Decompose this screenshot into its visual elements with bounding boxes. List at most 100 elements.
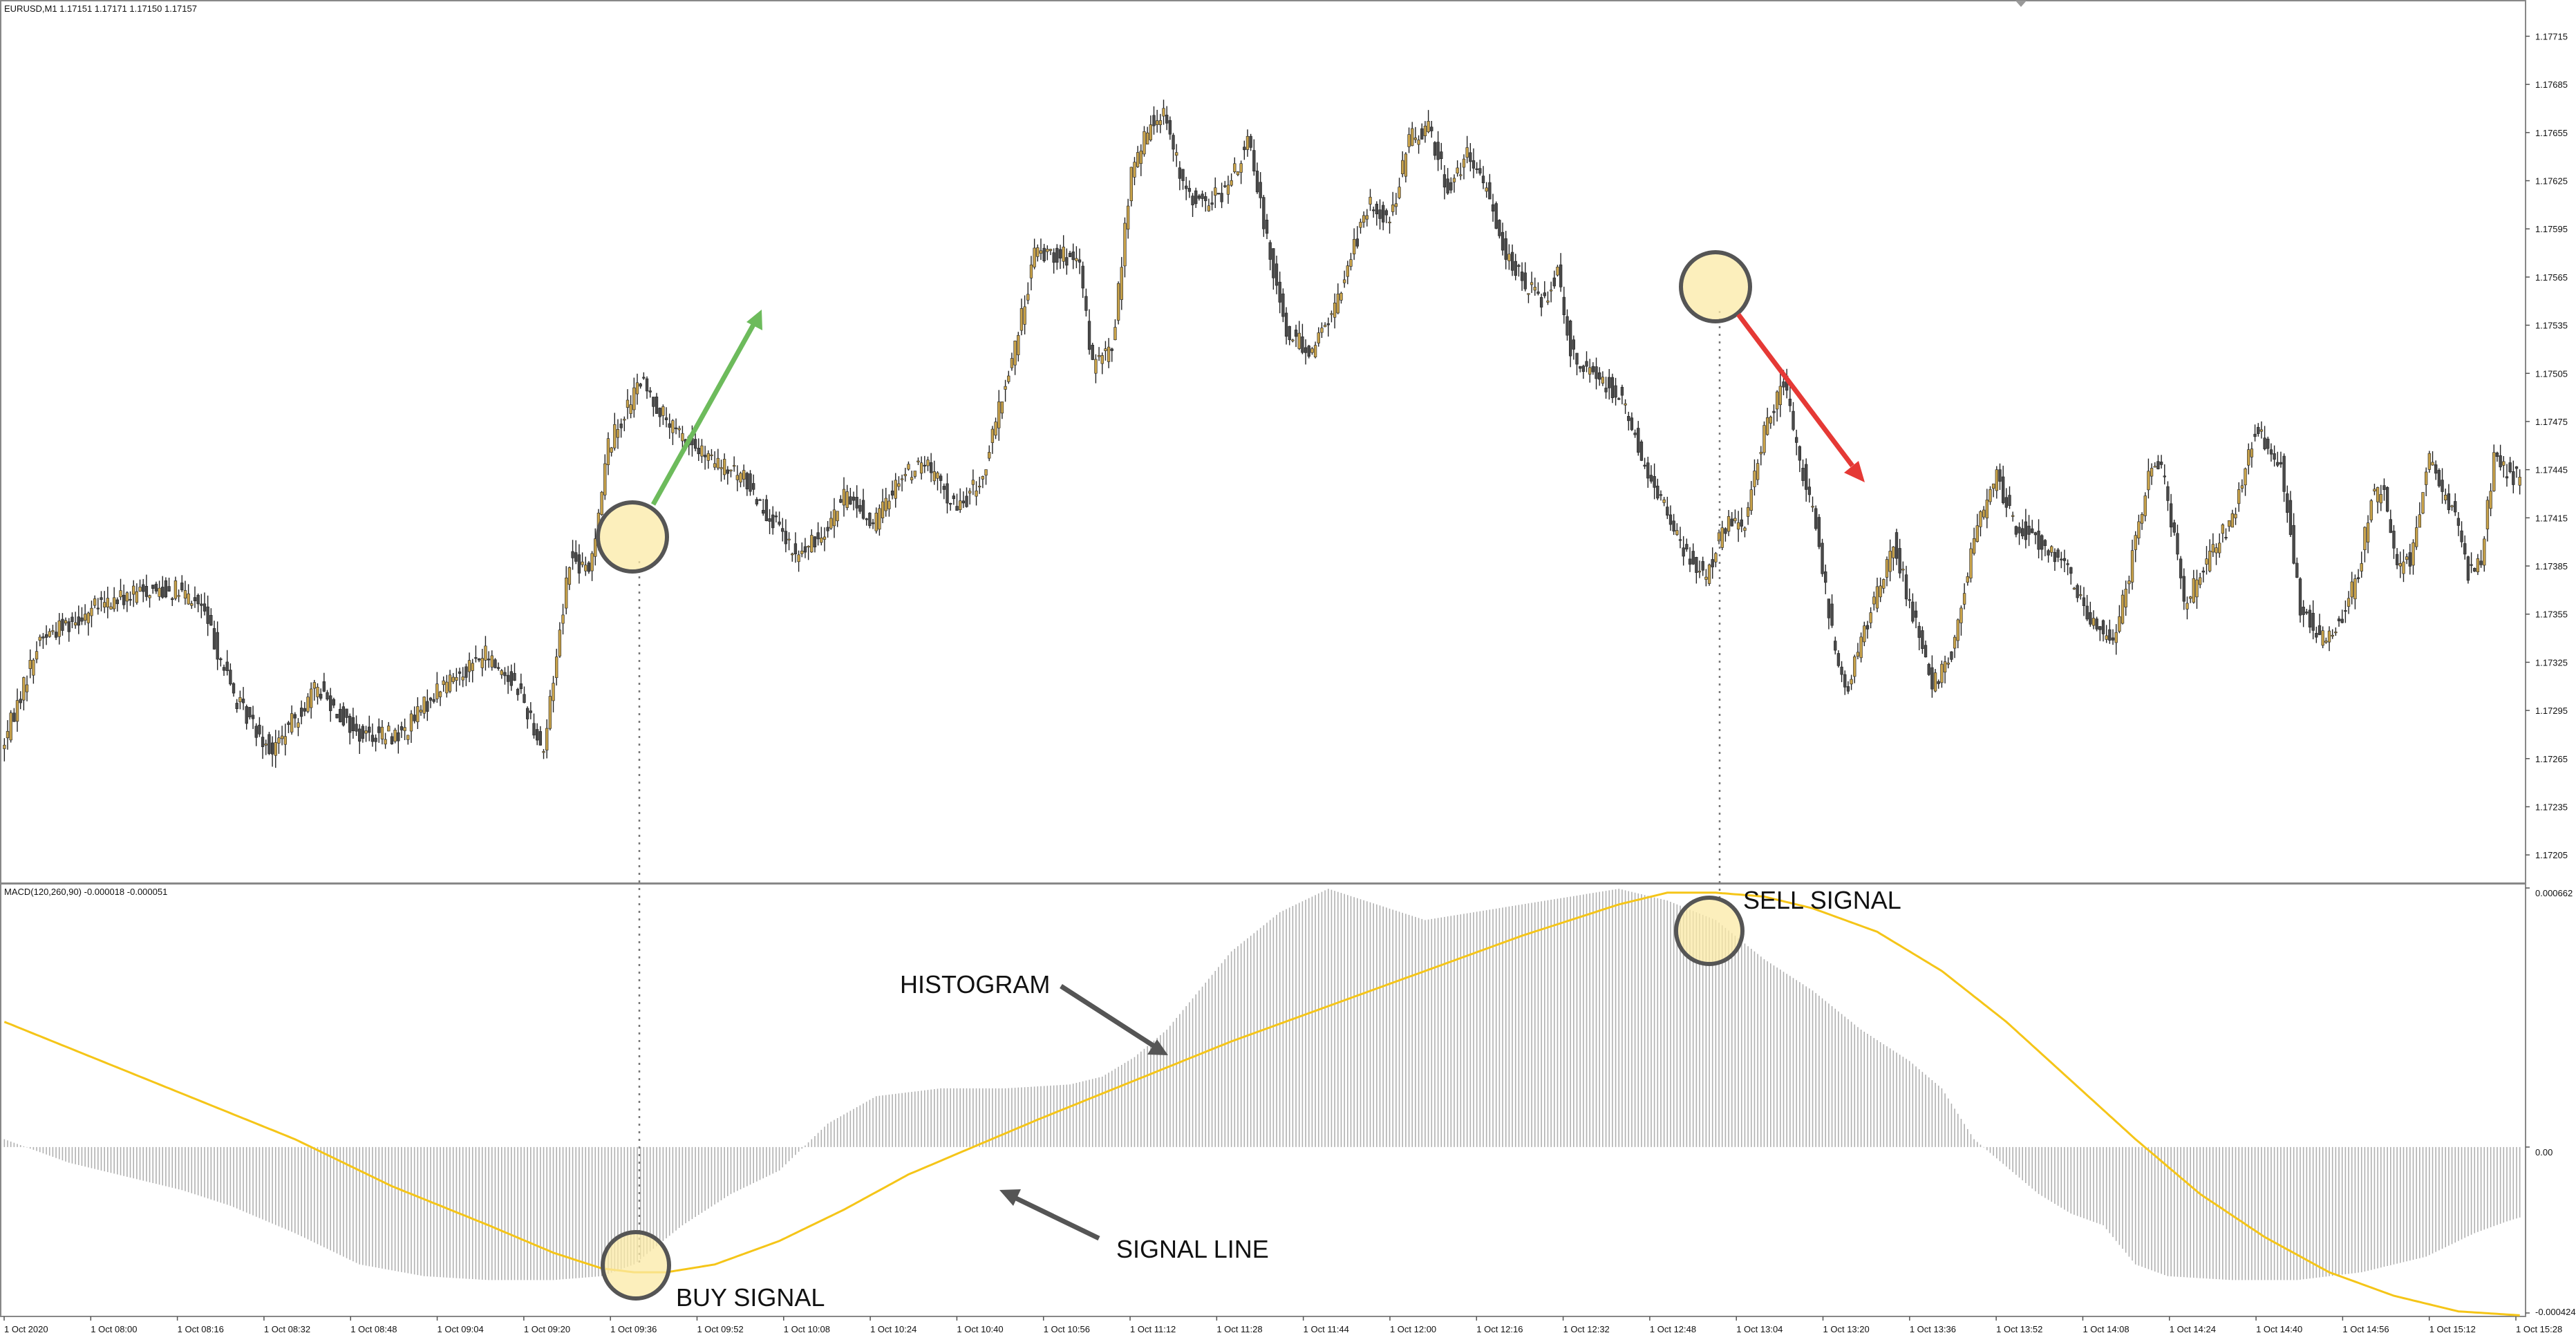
- candle-body: [2463, 543, 2467, 555]
- candle-body: [2286, 493, 2289, 513]
- candle-body: [267, 734, 271, 754]
- candle-body: [2150, 468, 2154, 477]
- candle-body: [988, 452, 991, 459]
- candle-body: [836, 511, 839, 522]
- time-tick-label: 1 Oct 08:32: [264, 1324, 310, 1334]
- candle-body: [1129, 167, 1133, 201]
- candle-body: [2062, 558, 2067, 561]
- candle-body: [164, 580, 168, 598]
- candle-body: [190, 603, 194, 606]
- candle-body: [878, 508, 881, 530]
- candle-body: [1252, 150, 1256, 171]
- candle-body: [722, 459, 726, 475]
- candle-body: [100, 597, 103, 601]
- candle-body: [1029, 264, 1033, 278]
- candle-body: [1333, 303, 1337, 318]
- candle-body: [1097, 355, 1101, 357]
- candle-body: [2295, 563, 2299, 578]
- candle-body: [946, 483, 949, 504]
- candle-body: [1914, 610, 1918, 618]
- candle-body: [451, 677, 455, 682]
- candle-body: [1843, 674, 1847, 688]
- candle-body: [2259, 429, 2264, 432]
- time-tick-label: 1 Oct 08:16: [178, 1324, 224, 1334]
- buy-arrow-icon: [650, 310, 762, 506]
- candle-body: [432, 699, 435, 702]
- candle-body: [1549, 290, 1553, 292]
- candle-body: [1175, 152, 1178, 156]
- candle-body: [565, 577, 568, 609]
- candle-body: [135, 591, 139, 603]
- candle-body: [1765, 417, 1769, 435]
- candle-body: [642, 377, 646, 379]
- candle-body: [1120, 267, 1123, 300]
- candle-body: [981, 475, 985, 480]
- candle-body: [1788, 399, 1792, 406]
- candle-body: [1562, 296, 1566, 315]
- candle-body: [571, 551, 574, 558]
- candle-body: [390, 736, 394, 744]
- candle-body: [1595, 366, 1598, 379]
- candle-body: [2495, 452, 2499, 457]
- candle-body: [632, 387, 636, 410]
- candle-body: [484, 645, 487, 661]
- candle-body: [2279, 462, 2283, 464]
- candle-body: [1359, 222, 1362, 228]
- price-panel-frame: [0, 0, 2526, 884]
- candle-body: [1226, 185, 1230, 195]
- candle-body: [1591, 366, 1595, 372]
- candle-body: [1659, 494, 1663, 496]
- scroll-marker-icon[interactable]: [2015, 1, 2027, 7]
- candle-body: [1962, 593, 1966, 605]
- price-tick-label: 1.17595: [2535, 224, 2568, 234]
- candle-body: [351, 717, 355, 731]
- candle-body: [44, 634, 48, 638]
- candle-body: [2373, 489, 2376, 492]
- candle-body: [1666, 507, 1669, 516]
- candle-body: [1046, 249, 1049, 252]
- candle-body: [2466, 556, 2470, 581]
- candle-body: [1940, 663, 1944, 683]
- candle-body: [1278, 281, 1281, 303]
- candle-body: [1772, 410, 1776, 413]
- candle-body: [2250, 448, 2254, 457]
- candle-body: [1885, 559, 1889, 578]
- candle-body: [1440, 151, 1443, 160]
- price-tick-label: 1.17355: [2535, 609, 2568, 620]
- candle-body: [890, 490, 894, 496]
- candle-body: [493, 659, 497, 668]
- candle-body: [474, 657, 478, 659]
- candle-body: [952, 495, 956, 500]
- candle-body: [923, 464, 926, 466]
- candle-body: [2040, 535, 2044, 550]
- candle-body: [1062, 247, 1065, 262]
- candle-body: [1811, 506, 1814, 508]
- candle-body: [1575, 352, 1579, 365]
- candle-body: [720, 467, 723, 469]
- candle-body: [1336, 294, 1339, 314]
- candle-body: [749, 473, 752, 492]
- candle-body: [1391, 205, 1395, 212]
- candle-body: [1782, 381, 1785, 388]
- candle-body: [1901, 569, 1905, 571]
- macd-y-axis: 0.000662 0.00 -0.000424: [2526, 887, 2576, 1317]
- time-tick-label: 1 Oct 12:16: [1476, 1324, 1523, 1334]
- candle-body: [480, 658, 484, 668]
- candle-body: [1859, 636, 1863, 659]
- candle-body: [1814, 508, 1818, 529]
- candle-body: [839, 499, 843, 503]
- candle-body: [884, 498, 887, 511]
- candle-body: [264, 744, 267, 746]
- candle-body: [975, 490, 978, 497]
- candle-body: [1639, 441, 1644, 461]
- candle-body: [2288, 500, 2293, 535]
- candle-body: [803, 546, 807, 553]
- candle-body: [1194, 190, 1198, 205]
- candle-body: [774, 516, 778, 518]
- candle-body: [297, 722, 300, 728]
- macd-tick-label: 0.000662: [2535, 888, 2573, 898]
- time-tick-label: 1 Oct 2020: [4, 1324, 48, 1334]
- candle-body: [661, 406, 665, 416]
- candle-body: [1036, 247, 1040, 257]
